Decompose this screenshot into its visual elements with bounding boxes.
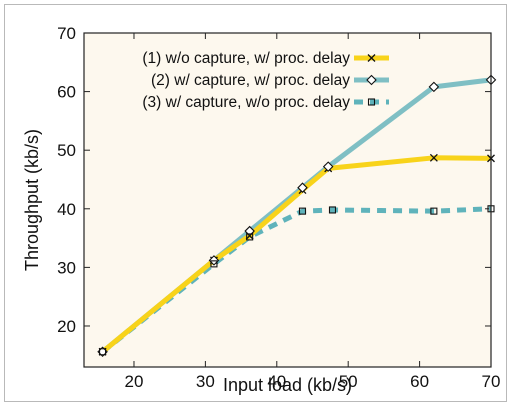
x-axis-title: Input load (kb/s) xyxy=(223,375,352,395)
series-3-point xyxy=(99,348,107,356)
y-tick-label: 30 xyxy=(57,258,76,277)
y-axis-title: Throughput (kb/s) xyxy=(22,129,42,271)
legend-label-3: (3) w/ capture, w/o proc. delay xyxy=(142,94,350,111)
x-tick-label: 50 xyxy=(339,372,358,391)
x-tick-label: 60 xyxy=(410,372,429,391)
series-3-point xyxy=(210,260,218,268)
plot-border xyxy=(83,32,492,368)
y-tick-label: 70 xyxy=(57,24,76,43)
series-2-point xyxy=(428,81,440,93)
legend-label-1: (1) w/o capture, w/ proc. delay xyxy=(142,50,350,67)
axis-ticks: 20 30 40 50 60 70 20 30 40 50 60 70 xyxy=(57,24,500,391)
series-3-point xyxy=(246,233,254,241)
x-tick-label: 30 xyxy=(196,372,215,391)
y-tick-label: 20 xyxy=(57,317,76,336)
legend-marker-2 xyxy=(366,74,377,86)
series-2-point xyxy=(297,182,308,193)
series-3-point xyxy=(328,206,337,214)
y-tick-label: 50 xyxy=(57,141,76,160)
series-3-point xyxy=(430,207,438,215)
series-layer xyxy=(97,74,497,358)
series-2-point xyxy=(322,161,334,172)
series-1-point xyxy=(429,153,438,162)
legend-label-2: (2) w/ capture, w/ proc. delay xyxy=(151,72,350,89)
series-2-point xyxy=(244,225,255,237)
x-tick-label: 70 xyxy=(482,372,501,391)
legend: (1) w/o capture, w/ proc. delay (2) w/ ca… xyxy=(142,50,389,111)
x-tick-label: 40 xyxy=(267,372,286,391)
y-tick-label: 40 xyxy=(57,200,76,219)
series-line-3 xyxy=(101,206,492,354)
legend-marker-3 xyxy=(367,98,376,106)
legend-marker-1 xyxy=(367,54,376,62)
series-3-point xyxy=(298,207,307,215)
x-tick-label: 20 xyxy=(125,372,144,391)
y-tick-label: 60 xyxy=(57,83,76,102)
